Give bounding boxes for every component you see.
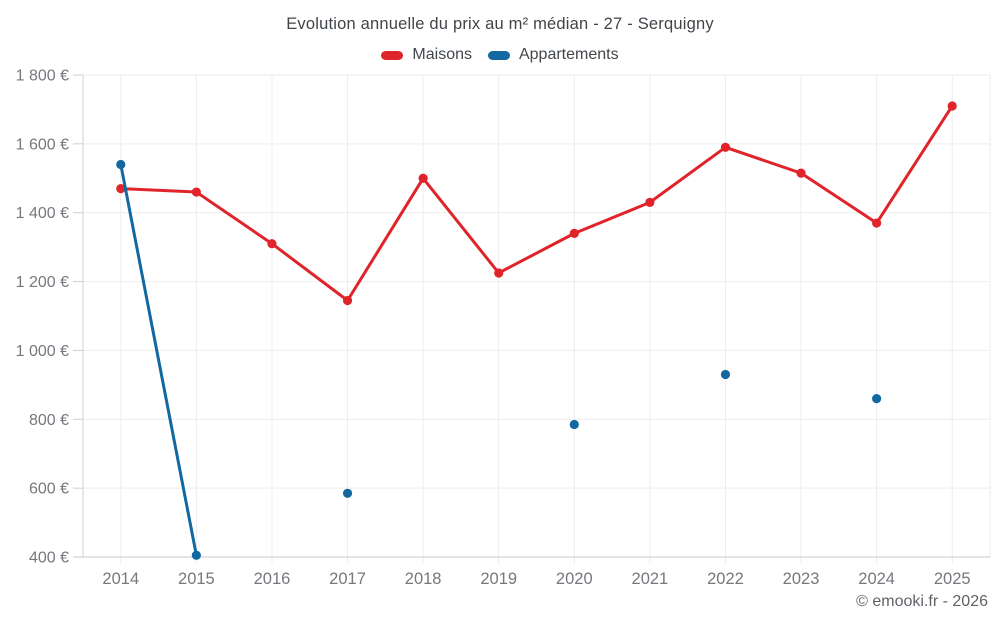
series-line-maisons [497, 231, 576, 275]
data-point-appartements-2017 [342, 488, 353, 498]
x-tick-label: 2015 [178, 570, 215, 588]
x-tick-label: 2019 [480, 570, 517, 588]
y-tick-label: 1 400 € [16, 205, 69, 222]
appartements-series-swatch-icon [487, 50, 510, 60]
y-tick-label: 800 € [29, 412, 69, 429]
chart-title: Evolution annuelle du prix au m² médian … [286, 15, 714, 33]
legend-item-maisons[interactable]: Maisons [381, 46, 472, 64]
data-point-maisons-2024 [872, 218, 882, 228]
copyright-text: © emooki.fr - 2026 [856, 593, 988, 610]
data-point-maisons-2017 [342, 295, 353, 306]
series-line-maisons [723, 145, 803, 175]
x-tick-label: 2021 [632, 570, 669, 588]
x-tick-label: 2017 [329, 570, 366, 588]
series-line-maisons [799, 171, 879, 225]
x-tick-label: 2016 [254, 570, 291, 588]
legend-item-appartements[interactable]: Appartements [487, 46, 619, 64]
series-line-maisons [119, 187, 198, 194]
chart-legend: Maisons Appartements [0, 46, 1000, 64]
series-line-maisons [421, 176, 501, 275]
data-point-maisons-2020 [569, 228, 579, 238]
data-point-maisons-2021 [645, 197, 655, 207]
data-point-maisons-2016 [267, 239, 277, 249]
data-point-maisons-2018 [418, 173, 428, 183]
maisons-series-swatch-icon [381, 50, 404, 60]
y-tick-label: 1 600 € [16, 136, 69, 153]
legend-label-appartements: Appartements [518, 46, 619, 63]
data-point-appartements-2020 [569, 419, 579, 430]
data-point-maisons-2014 [116, 184, 126, 194]
y-tick-label: 1 200 € [16, 274, 69, 291]
x-tick-label: 2024 [858, 570, 895, 588]
y-tick-label: 1 800 € [16, 68, 69, 85]
series-line-maisons [194, 190, 274, 246]
series-line-maisons [648, 145, 727, 204]
data-point-maisons-2019 [494, 268, 504, 278]
x-tick-label: 2023 [783, 570, 820, 588]
legend-label-maisons: Maisons [412, 46, 472, 63]
x-tick-label: 2022 [707, 570, 744, 588]
x-tick-label: 2018 [405, 570, 442, 588]
data-point-appartements-2022 [720, 369, 731, 380]
y-tick-label: 600 € [29, 481, 69, 498]
data-point-maisons-2025 [947, 101, 957, 111]
data-point-appartements-2015 [191, 550, 201, 560]
data-point-maisons-2022 [720, 142, 731, 152]
data-point-appartements-2024 [872, 394, 882, 404]
x-tick-label: 2014 [102, 570, 139, 588]
data-point-maisons-2023 [796, 168, 806, 178]
series-line-maisons [572, 200, 652, 235]
y-tick-label: 1 000 € [16, 343, 69, 360]
y-tick-label: 400 € [29, 550, 69, 567]
data-point-appartements-2014 [116, 159, 126, 170]
series-line-maisons [875, 104, 954, 225]
series-line-maisons [346, 176, 425, 303]
data-point-maisons-2015 [191, 187, 201, 197]
series-line-maisons [270, 242, 350, 303]
x-tick-label: 2020 [556, 570, 593, 588]
series-line-appartements [119, 163, 198, 557]
x-tick-label: 2025 [934, 570, 971, 588]
